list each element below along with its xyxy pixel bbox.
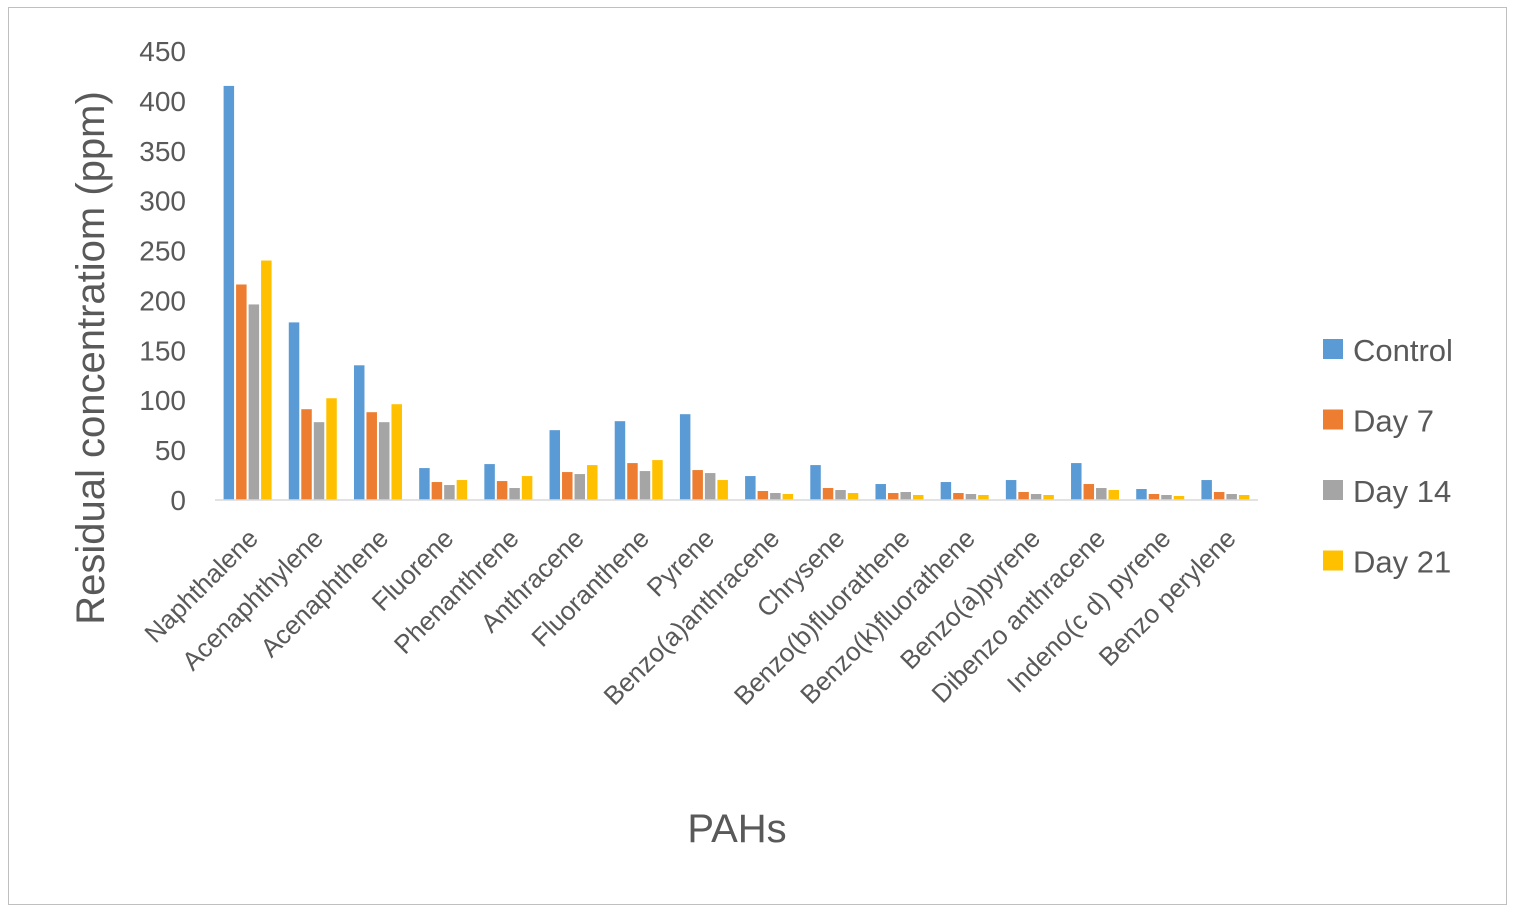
bar	[248, 304, 260, 500]
bar	[419, 468, 430, 500]
y-tick-label: 100	[139, 385, 186, 416]
bar	[301, 409, 312, 500]
y-tick-label: 0	[170, 485, 186, 516]
legend-label: Day 14	[1353, 474, 1451, 509]
bar	[692, 470, 703, 500]
bar	[484, 464, 495, 500]
bar	[549, 430, 561, 500]
bar	[627, 463, 638, 500]
bar	[1005, 480, 1017, 500]
y-tick-label: 50	[155, 435, 186, 466]
bar	[444, 485, 455, 500]
x-axis-category-labels: NaphthaleneAcenaphthyleneAcenaphtheneFlu…	[138, 523, 1241, 711]
bar	[1161, 495, 1172, 500]
bar	[782, 494, 794, 500]
bar	[236, 284, 247, 500]
y-tick-label: 250	[139, 236, 186, 267]
bar	[887, 493, 899, 500]
bar	[326, 398, 337, 500]
x-axis-title: PAHs	[687, 807, 786, 851]
legend-label: Day 21	[1353, 545, 1451, 580]
bar	[1136, 489, 1147, 500]
bar	[431, 482, 443, 500]
bar	[639, 471, 651, 500]
y-tick-label: 450	[139, 36, 186, 67]
bar	[614, 421, 626, 500]
bar	[912, 495, 924, 500]
bar	[378, 422, 390, 500]
bar	[835, 490, 846, 500]
bar	[353, 365, 365, 500]
y-tick-label: 200	[139, 285, 186, 316]
bar	[757, 491, 769, 500]
legend-label: Control	[1353, 333, 1453, 368]
bar	[810, 465, 821, 500]
bar	[1108, 490, 1120, 500]
bar	[587, 465, 598, 500]
bar	[366, 412, 377, 500]
bars	[223, 85, 1250, 500]
y-axis-title: Residual concentratiom (ppm)	[69, 91, 113, 625]
bar	[953, 493, 964, 500]
bar	[1201, 480, 1212, 500]
legend-swatch	[1323, 409, 1343, 430]
bar	[652, 460, 663, 500]
y-tick-label: 350	[139, 136, 186, 167]
bar	[261, 260, 272, 500]
bar	[965, 494, 977, 500]
y-axis-ticks: 0 50 100 150 200 250 300 350 400 450	[139, 36, 186, 516]
bar	[1173, 496, 1185, 500]
bar	[1043, 495, 1054, 500]
bar	[288, 322, 300, 500]
bar	[574, 474, 586, 500]
bar	[313, 422, 325, 500]
bar	[745, 476, 756, 500]
bar	[847, 493, 859, 500]
bar	[1018, 492, 1029, 500]
y-tick-label: 150	[139, 335, 186, 366]
bar	[1226, 494, 1237, 500]
legend-swatch	[1323, 339, 1343, 359]
bar	[1030, 494, 1042, 500]
bar	[223, 85, 235, 500]
bar	[1083, 484, 1095, 500]
bar	[521, 476, 533, 500]
legend-swatch	[1323, 480, 1343, 500]
bar	[978, 495, 989, 500]
bar	[822, 488, 834, 500]
bar	[704, 473, 716, 500]
y-tick-label: 400	[139, 86, 186, 117]
bar	[391, 404, 402, 500]
legend-label: Day 7	[1353, 404, 1434, 439]
bar	[679, 414, 691, 500]
bar	[875, 484, 886, 500]
bar	[456, 480, 468, 500]
bar	[900, 492, 911, 500]
bar	[770, 493, 781, 500]
legend-swatch	[1323, 550, 1343, 571]
bar	[1071, 463, 1082, 500]
bar	[940, 482, 952, 500]
y-tick-label: 300	[139, 186, 186, 217]
bar	[509, 488, 520, 500]
bar	[717, 480, 728, 500]
bar	[1238, 495, 1250, 500]
bar	[1148, 494, 1160, 500]
legend: Control Day 7 Day 14 Day 21	[1323, 333, 1453, 580]
bar	[1096, 488, 1107, 500]
bar	[1213, 492, 1225, 500]
bar	[496, 481, 508, 500]
bar	[562, 472, 573, 500]
